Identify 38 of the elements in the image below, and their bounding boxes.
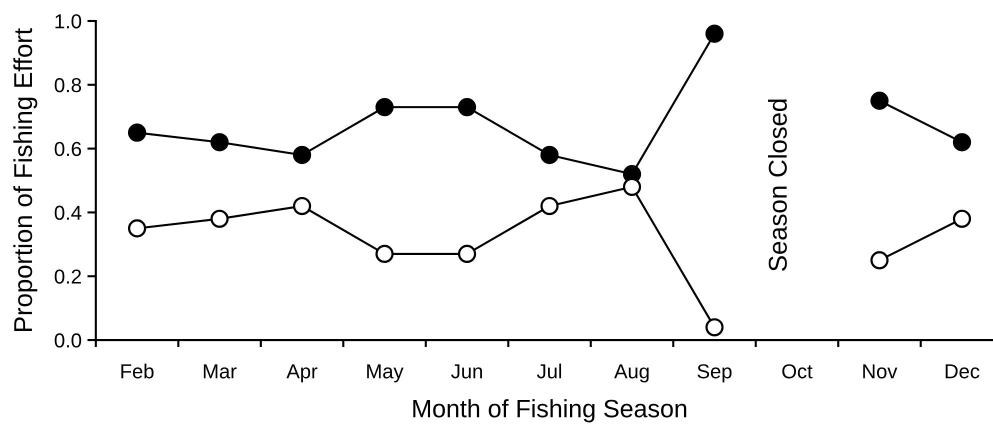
x-tick-label: Mar: [204, 364, 237, 378]
point: [210, 210, 229, 228]
x-tick-label: Sep: [698, 364, 732, 382]
x-tick-label: Dec: [946, 364, 980, 378]
x-axis-title: Month of Fishing Season: [413, 399, 686, 422]
point: [540, 196, 559, 216]
point: [952, 210, 972, 228]
point: [952, 133, 972, 152]
point: [292, 146, 312, 164]
point: [210, 133, 229, 152]
y-tick-label: 0.2: [54, 269, 81, 284]
point: [870, 92, 889, 110]
y-tick-label: 1.0: [55, 14, 82, 28]
x-tick-label: Apr: [286, 364, 318, 382]
x-tick-label: Oct: [782, 364, 813, 378]
x-tick-label: Aug: [614, 364, 649, 382]
annotation: Season Closed: [768, 100, 787, 271]
x-tick-label: Feb: [121, 364, 154, 378]
point: [540, 146, 559, 164]
point: [128, 219, 146, 238]
x-tick-label: Nov: [863, 364, 898, 378]
point: [458, 98, 476, 116]
y-tick-label: 0.0: [54, 333, 82, 348]
y-tick-label: 0.8: [54, 78, 82, 92]
point: [870, 251, 889, 270]
x-tick-label: Jun: [451, 364, 482, 378]
point: [705, 24, 724, 43]
x-tick-label: May: [367, 364, 404, 382]
point: [128, 124, 146, 142]
point: [458, 244, 476, 263]
point: [375, 98, 394, 116]
y-tick-label: 0.4: [54, 206, 82, 220]
x-tick-label: Jul: [536, 364, 562, 378]
point: [292, 196, 312, 216]
point: [375, 244, 394, 263]
y-axis-title: Proportion of Fishing Effort: [13, 28, 38, 331]
point: [705, 318, 724, 336]
y-tick-label: 0.6: [54, 142, 82, 156]
